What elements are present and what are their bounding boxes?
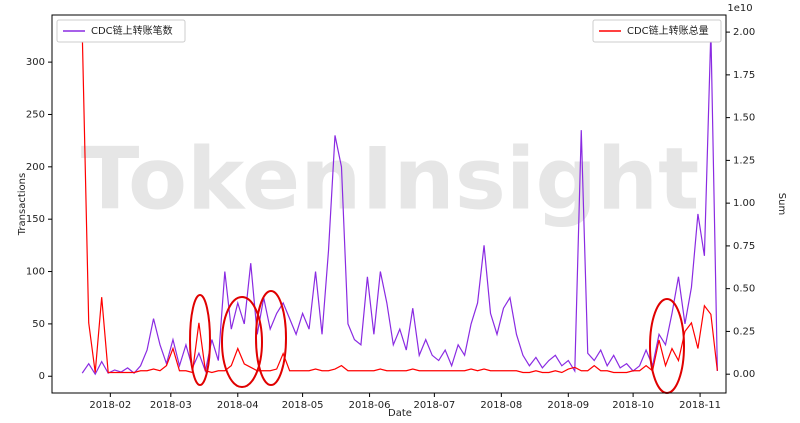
plot-area (81, 30, 718, 376)
y-axis-label: Transactions (17, 173, 28, 236)
highlight-ellipse (221, 296, 263, 388)
highlight-ellipse (189, 294, 211, 386)
y-tick-label: 50 (32, 319, 45, 330)
y2-tick-label: 2.00 (733, 27, 755, 38)
x-tick-label: 2018-03 (150, 400, 192, 411)
highlight-ellipse (649, 298, 685, 394)
y2-tick-label: 0.50 (733, 284, 755, 295)
y-tick-label: 150 (26, 214, 45, 225)
legend-label: CDC链上转账总量 (627, 24, 709, 37)
y2-tick-label: 0.25 (733, 326, 755, 337)
x-tick-label: 2018-07 (413, 400, 455, 411)
x-tick-label: 2018-08 (480, 400, 522, 411)
x-tick-label: 2018-02 (89, 400, 131, 411)
y2-tick-label: 1.50 (733, 113, 755, 124)
annotations (189, 290, 685, 394)
legend-label: CDC链上转账笔数 (91, 24, 173, 37)
legend-box (592, 19, 722, 43)
x-tick-label: 2018-06 (349, 400, 391, 411)
y-tick-label: 0 (39, 371, 45, 382)
y2-tick-label: 1.75 (733, 70, 755, 81)
y2-axis-label: Sum (776, 193, 787, 215)
y2-tick-label: 0.75 (733, 241, 755, 252)
x-axis-label: Date (388, 408, 412, 419)
x-tick-label: 2018-09 (547, 400, 589, 411)
x-tick-label: 2018-04 (217, 400, 259, 411)
y2-offset-label: 1e10 (727, 3, 752, 14)
plot-frame (51, 14, 727, 394)
series-line (81, 32, 718, 374)
y-tick-label: 300 (26, 57, 45, 68)
y2-tick-label: 1.25 (733, 155, 755, 166)
x-tick-label: 2018-10 (612, 400, 654, 411)
legend-box (56, 19, 186, 43)
x-tick-label: 2018-11 (679, 400, 721, 411)
y2-tick-label: 1.00 (733, 198, 755, 209)
y2-tick-label: 0.00 (733, 369, 755, 380)
series-line (81, 30, 718, 376)
y-tick-label: 100 (26, 267, 45, 278)
y-tick-label: 200 (26, 162, 45, 173)
x-tick-label: 2018-05 (282, 400, 324, 411)
highlight-ellipse (255, 290, 287, 386)
y-tick-label: 250 (26, 109, 45, 120)
watermark: TokenInsight (81, 129, 700, 229)
